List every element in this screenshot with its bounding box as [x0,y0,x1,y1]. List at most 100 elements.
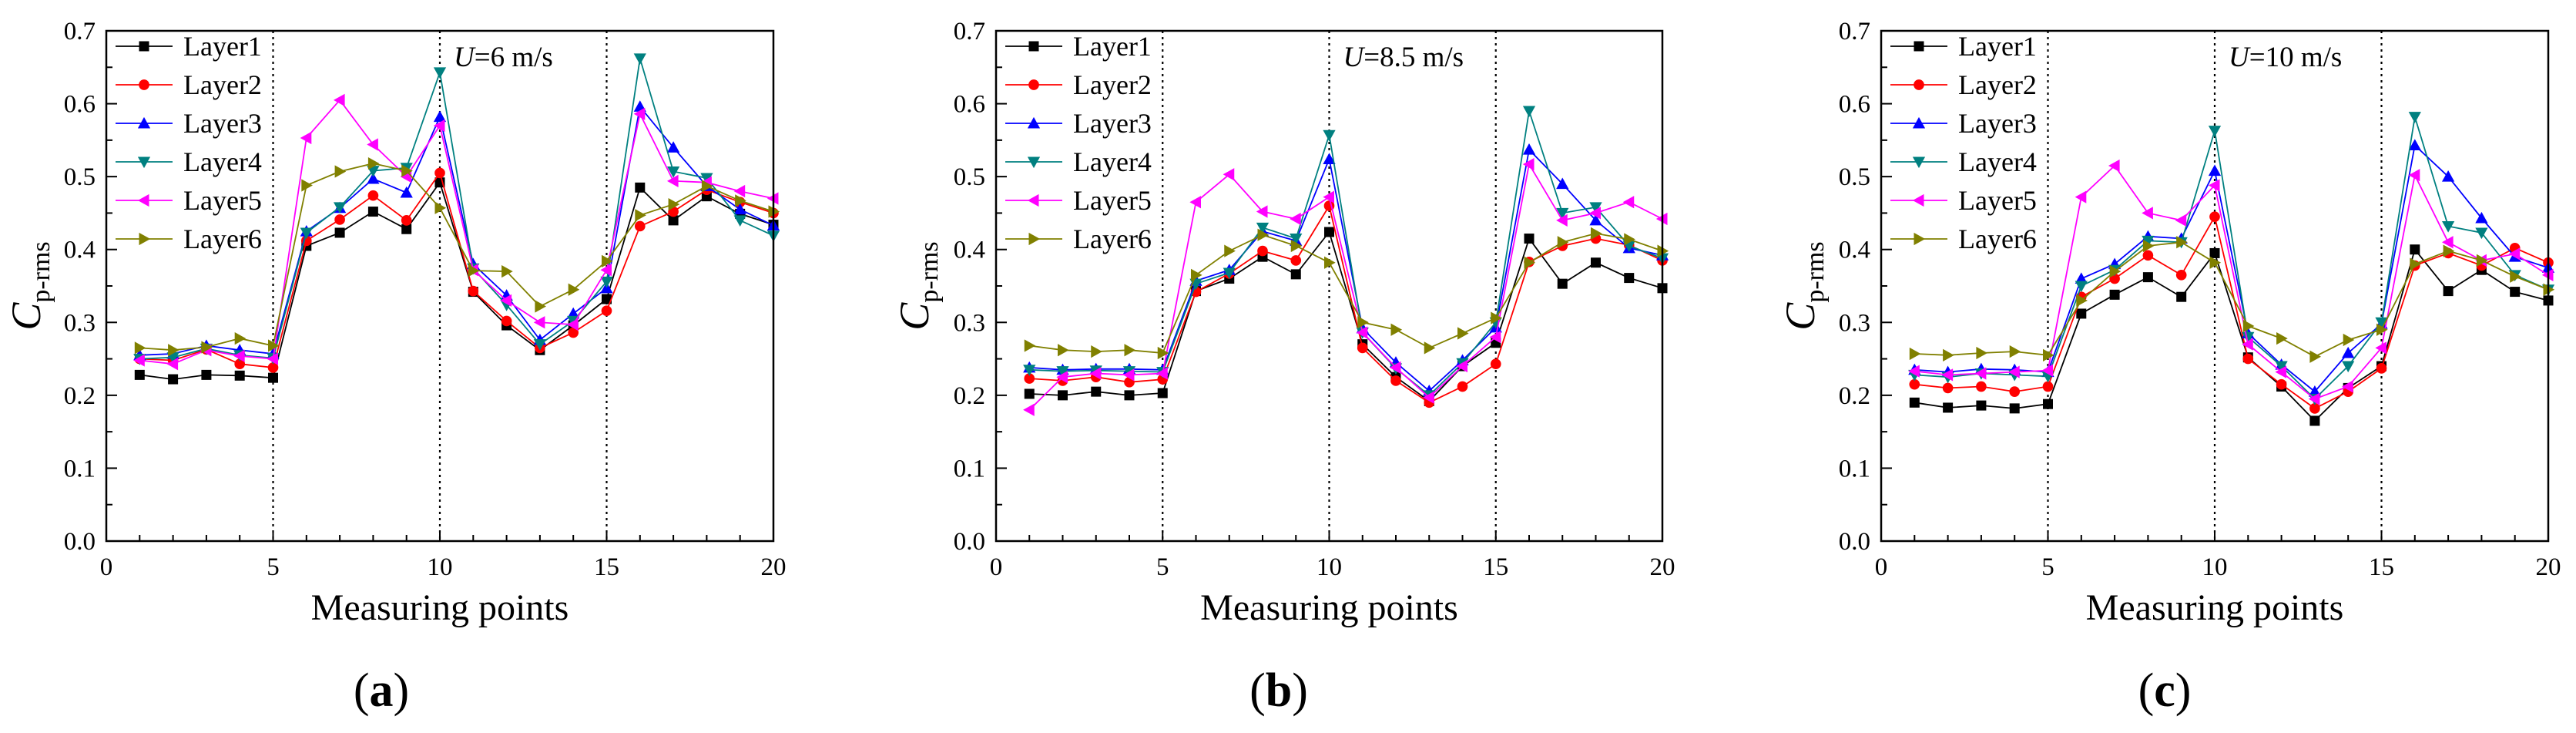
point-layer3-10 [1323,153,1336,164]
panel-label-close: ) [2175,664,2192,717]
legend-label-layer2: Layer2 [1073,69,1152,100]
point-layer6-3 [1091,345,1102,358]
point-layer5-15 [600,264,612,277]
y-tick-label-3: 0.3 [954,309,985,337]
point-layer4-16 [2408,112,2421,123]
point-layer2-12 [2276,378,2287,390]
series-line-layer6 [139,163,774,351]
x-tick-label-10: 10 [428,553,453,581]
point-layer5-4 [1122,368,1135,382]
point-layer2-1 [1024,373,1035,384]
point-layer6-13 [2309,350,2322,363]
point-layer5-11 [2242,338,2253,351]
point-layer2-14 [568,327,579,338]
point-layer6-8 [367,156,380,170]
point-layer2-11 [468,285,479,297]
legend-marker-layer2 [1028,79,1039,90]
legend-label-layer2: Layer2 [1958,69,2037,100]
y-tick-label-7: 0.7 [64,18,96,45]
point-layer6-7 [1224,244,1236,257]
legend-marker-layer3 [1912,116,1926,129]
point-layer2-5 [2042,381,2054,392]
point-layer1-3 [201,369,212,380]
point-layer1-19 [1624,273,1635,284]
point-layer5-11 [1356,326,1368,339]
point-layer2-10 [2209,211,2220,222]
point-layer6-7 [334,165,347,178]
point-layer6-18 [1591,227,1602,240]
y-tick-label-6: 0.6 [64,91,96,119]
velocity-annotation: U=8.5 m/s [1343,42,1464,73]
point-layer5-12 [1389,361,1401,375]
point-layer6-8 [2142,239,2155,253]
chart-panel-a: 0 5 10 15 20 0.0 0.1 0.2 0.3 0.4 0.5 0.6 0.7 Measurin… [3,18,787,717]
point-layer5-19 [2508,247,2521,261]
point-layer1-16 [1524,234,1535,244]
point-layer6-13 [535,300,547,313]
point-layer6-17 [2443,244,2455,257]
point-layer3-14 [567,307,580,319]
point-layer5-10 [1323,190,1334,203]
point-layer6-19 [1624,233,1635,246]
series-line-layer1 [1029,230,1663,402]
point-layer4-8 [1256,222,1270,234]
point-layer6-11 [468,264,480,277]
point-layer5-1 [1908,365,1920,378]
point-layer6-11 [2242,319,2255,333]
x-tick-label-5: 5 [267,553,280,581]
point-layer6-4 [2009,345,2021,358]
point-layer5-16 [2408,169,2420,182]
point-layer1-9 [2176,291,2187,302]
point-layer6-15 [1491,311,1502,324]
point-layer1-8 [2142,272,2153,283]
point-layer2-2 [1942,382,1954,394]
point-layer3-16 [1522,143,1536,155]
y-tick-label-2: 0.2 [954,382,985,410]
point-layer1-9 [1290,269,1301,280]
velocity-annotation: U=10 m/s [2229,42,2342,73]
point-layer5-6 [1189,196,1201,209]
x-tick-label-5: 5 [2041,553,2054,581]
y-axis-title: Cp-rms [3,241,55,330]
point-layer4-1 [1023,365,1036,376]
legend-marker-layer1 [1914,41,1924,52]
velocity-annotation-var: U [2229,42,2251,73]
x-axis-title: Measuring points [2086,587,2344,628]
y-axis-title-sub: p-rms [27,241,55,302]
point-layer6-18 [701,180,713,193]
point-layer2-15 [1490,358,1501,370]
point-layer5-14 [2342,380,2353,393]
point-layer6-6 [1191,268,1202,281]
point-layer2-12 [1390,375,1401,386]
legend-label-layer3: Layer3 [1958,108,2037,139]
series-line-layer6 [1914,241,2549,358]
point-layer6-9 [1290,239,1303,253]
series-line-layer2 [139,171,774,368]
point-layer1-10 [1324,227,1334,237]
point-layer3-17 [666,141,680,153]
point-layer5-7 [333,93,345,106]
point-layer1-1 [1024,388,1035,399]
x-axis-title: Measuring points [1200,587,1458,628]
y-tick-label-1: 0.1 [1839,455,1870,483]
series-line-layer4 [1029,110,1663,397]
point-layer2-3 [1976,381,1987,392]
point-layer6-10 [434,201,447,214]
point-layer6-2 [168,344,179,357]
velocity-annotation-value: =8.5 m/s [1363,42,1464,73]
point-layer1-13 [2309,415,2320,426]
y-axis-title-main: C [891,302,937,331]
point-layer1-10 [2209,247,2220,258]
legend-label-layer6: Layer6 [1958,224,2037,254]
point-layer5-8 [1256,205,1268,218]
point-layer6-5 [2043,348,2054,361]
point-layer6-16 [1524,256,1536,269]
legend-marker-layer5 [137,193,149,207]
point-layer5-15 [1489,331,1501,344]
point-layer4-10 [433,67,447,79]
point-layer4-8 [2142,235,2155,247]
x-axis-title: Measuring points [311,587,569,628]
legend-label-layer6: Layer6 [1073,224,1152,254]
legend-label-layer3: Layer3 [1073,108,1152,139]
